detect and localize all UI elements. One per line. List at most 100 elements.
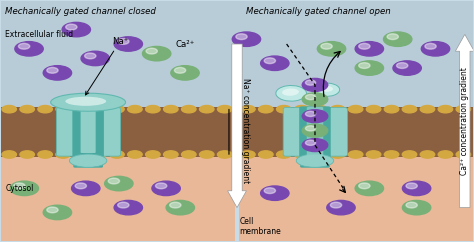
- Circle shape: [276, 151, 291, 158]
- Text: Mechanically gated channel open: Mechanically gated channel open: [246, 7, 391, 16]
- Circle shape: [10, 181, 38, 196]
- Circle shape: [105, 176, 133, 191]
- Bar: [0, 1, 474, 106]
- FancyBboxPatch shape: [56, 107, 76, 156]
- Circle shape: [318, 42, 346, 56]
- Circle shape: [327, 200, 355, 215]
- Text: Na⁺ concentration gradient: Na⁺ concentration gradient: [241, 78, 250, 183]
- FancyBboxPatch shape: [300, 154, 330, 168]
- Circle shape: [406, 202, 417, 208]
- Circle shape: [294, 106, 309, 113]
- Circle shape: [2, 106, 17, 113]
- Circle shape: [62, 22, 91, 37]
- Circle shape: [302, 139, 328, 151]
- Circle shape: [302, 110, 328, 123]
- Circle shape: [143, 46, 171, 61]
- Circle shape: [241, 151, 255, 158]
- Text: Cytosol: Cytosol: [5, 184, 34, 193]
- Circle shape: [402, 181, 431, 196]
- Circle shape: [359, 43, 370, 49]
- Circle shape: [47, 68, 58, 73]
- Circle shape: [38, 151, 52, 158]
- Circle shape: [276, 106, 291, 113]
- Circle shape: [264, 58, 275, 64]
- Circle shape: [355, 181, 383, 196]
- Circle shape: [174, 68, 186, 73]
- Ellipse shape: [69, 154, 107, 167]
- Circle shape: [366, 106, 381, 113]
- Circle shape: [109, 151, 124, 158]
- Circle shape: [218, 151, 232, 158]
- Circle shape: [384, 151, 399, 158]
- Circle shape: [302, 93, 328, 106]
- Circle shape: [397, 63, 408, 68]
- Circle shape: [402, 151, 417, 158]
- Bar: [239, 157, 474, 241]
- Circle shape: [114, 37, 143, 51]
- Bar: [0, 157, 235, 241]
- Circle shape: [164, 151, 178, 158]
- Circle shape: [18, 43, 30, 49]
- Circle shape: [146, 151, 160, 158]
- Circle shape: [330, 151, 345, 158]
- Circle shape: [359, 183, 370, 189]
- FancyBboxPatch shape: [299, 106, 331, 157]
- Circle shape: [43, 66, 72, 80]
- Circle shape: [118, 38, 129, 44]
- Circle shape: [146, 106, 160, 113]
- Circle shape: [92, 106, 106, 113]
- Circle shape: [75, 183, 86, 189]
- Circle shape: [420, 151, 435, 158]
- Circle shape: [182, 106, 196, 113]
- Circle shape: [164, 106, 178, 113]
- Circle shape: [406, 183, 417, 189]
- Text: Ca²⁺ concentration gradient: Ca²⁺ concentration gradient: [460, 67, 469, 175]
- Ellipse shape: [51, 93, 126, 111]
- Circle shape: [259, 106, 273, 113]
- Circle shape: [74, 106, 88, 113]
- FancyBboxPatch shape: [81, 111, 96, 153]
- Circle shape: [232, 32, 261, 46]
- Text: Na⁺: Na⁺: [85, 37, 128, 95]
- Circle shape: [170, 202, 181, 208]
- Circle shape: [241, 106, 255, 113]
- Circle shape: [305, 80, 316, 85]
- Ellipse shape: [276, 85, 307, 101]
- Text: Extracellular fluid: Extracellular fluid: [5, 30, 73, 38]
- Circle shape: [359, 63, 370, 68]
- FancyBboxPatch shape: [283, 107, 303, 156]
- Circle shape: [236, 34, 247, 39]
- Circle shape: [302, 124, 328, 137]
- Circle shape: [66, 24, 77, 30]
- Circle shape: [438, 106, 453, 113]
- Circle shape: [261, 186, 289, 200]
- FancyBboxPatch shape: [328, 107, 347, 156]
- Circle shape: [305, 94, 316, 100]
- Circle shape: [330, 106, 345, 113]
- FancyArrow shape: [456, 34, 474, 208]
- Circle shape: [402, 200, 431, 215]
- Circle shape: [108, 178, 119, 184]
- Circle shape: [264, 188, 275, 194]
- Circle shape: [355, 61, 383, 75]
- Circle shape: [302, 78, 328, 91]
- Circle shape: [456, 106, 471, 113]
- Ellipse shape: [319, 86, 333, 92]
- Circle shape: [402, 106, 417, 113]
- FancyArrow shape: [228, 44, 246, 208]
- Circle shape: [20, 106, 35, 113]
- Circle shape: [92, 151, 106, 158]
- Circle shape: [425, 43, 436, 49]
- Circle shape: [387, 34, 398, 39]
- Circle shape: [261, 56, 289, 70]
- Circle shape: [166, 200, 194, 215]
- Circle shape: [84, 53, 96, 59]
- Circle shape: [74, 151, 88, 158]
- Circle shape: [20, 151, 35, 158]
- Circle shape: [366, 151, 381, 158]
- Circle shape: [312, 151, 327, 158]
- Circle shape: [56, 151, 70, 158]
- FancyBboxPatch shape: [73, 154, 103, 168]
- Circle shape: [47, 207, 58, 213]
- Circle shape: [420, 106, 435, 113]
